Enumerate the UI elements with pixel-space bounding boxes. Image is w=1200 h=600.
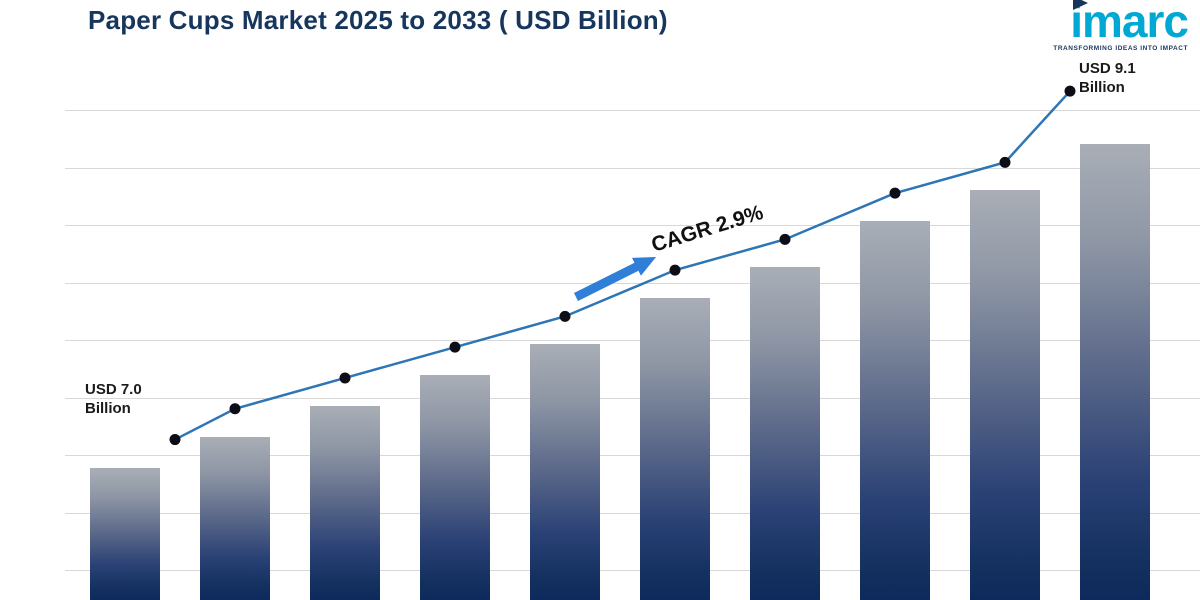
trend-point — [449, 341, 461, 353]
trend-point — [229, 403, 241, 415]
gridline — [65, 167, 1200, 169]
bar — [1080, 144, 1150, 600]
bar — [750, 267, 820, 600]
imarc-brand-text: imarc — [1070, 0, 1189, 47]
imarc-brand-label: imarc — [1070, 0, 1189, 47]
trend-point — [889, 187, 901, 199]
start-value-label: USD 7.0 Billion — [85, 381, 142, 417]
imarc-tagline: TRANSFORMING IDEAS INTO IMPACT — [1053, 44, 1188, 52]
gridline — [65, 512, 1200, 514]
trend-point — [1064, 85, 1076, 97]
trend-line — [174, 90, 1071, 441]
trend-point — [339, 372, 351, 384]
bar — [310, 405, 380, 600]
imarc-logo: imarc TRANSFORMING IDEAS INTO IMPACT — [1028, 0, 1189, 52]
bar — [200, 436, 270, 600]
bar — [530, 344, 600, 600]
bar — [420, 375, 490, 600]
bar — [970, 190, 1040, 600]
gridline — [65, 455, 1200, 456]
end-value-label: USD 9.1 Billion — [1079, 60, 1136, 96]
gridline — [65, 570, 1200, 571]
chart-title: Paper Cups Market 2025 to 2033 ( USD Bil… — [88, 5, 668, 35]
trend-line-group — [169, 85, 1076, 446]
trend-point — [999, 156, 1011, 168]
trend-point — [169, 434, 181, 446]
cagr-label: CAGR 2.9% — [649, 201, 767, 257]
trend-point — [669, 264, 681, 276]
bar — [90, 467, 160, 600]
gridline — [65, 110, 1200, 111]
bar — [860, 221, 930, 600]
imarc-flag-icon — [1073, 0, 1089, 10]
bar — [640, 298, 710, 600]
cagr-arrow-icon — [573, 256, 657, 302]
trend-point — [779, 233, 791, 245]
trend-point — [559, 310, 571, 322]
